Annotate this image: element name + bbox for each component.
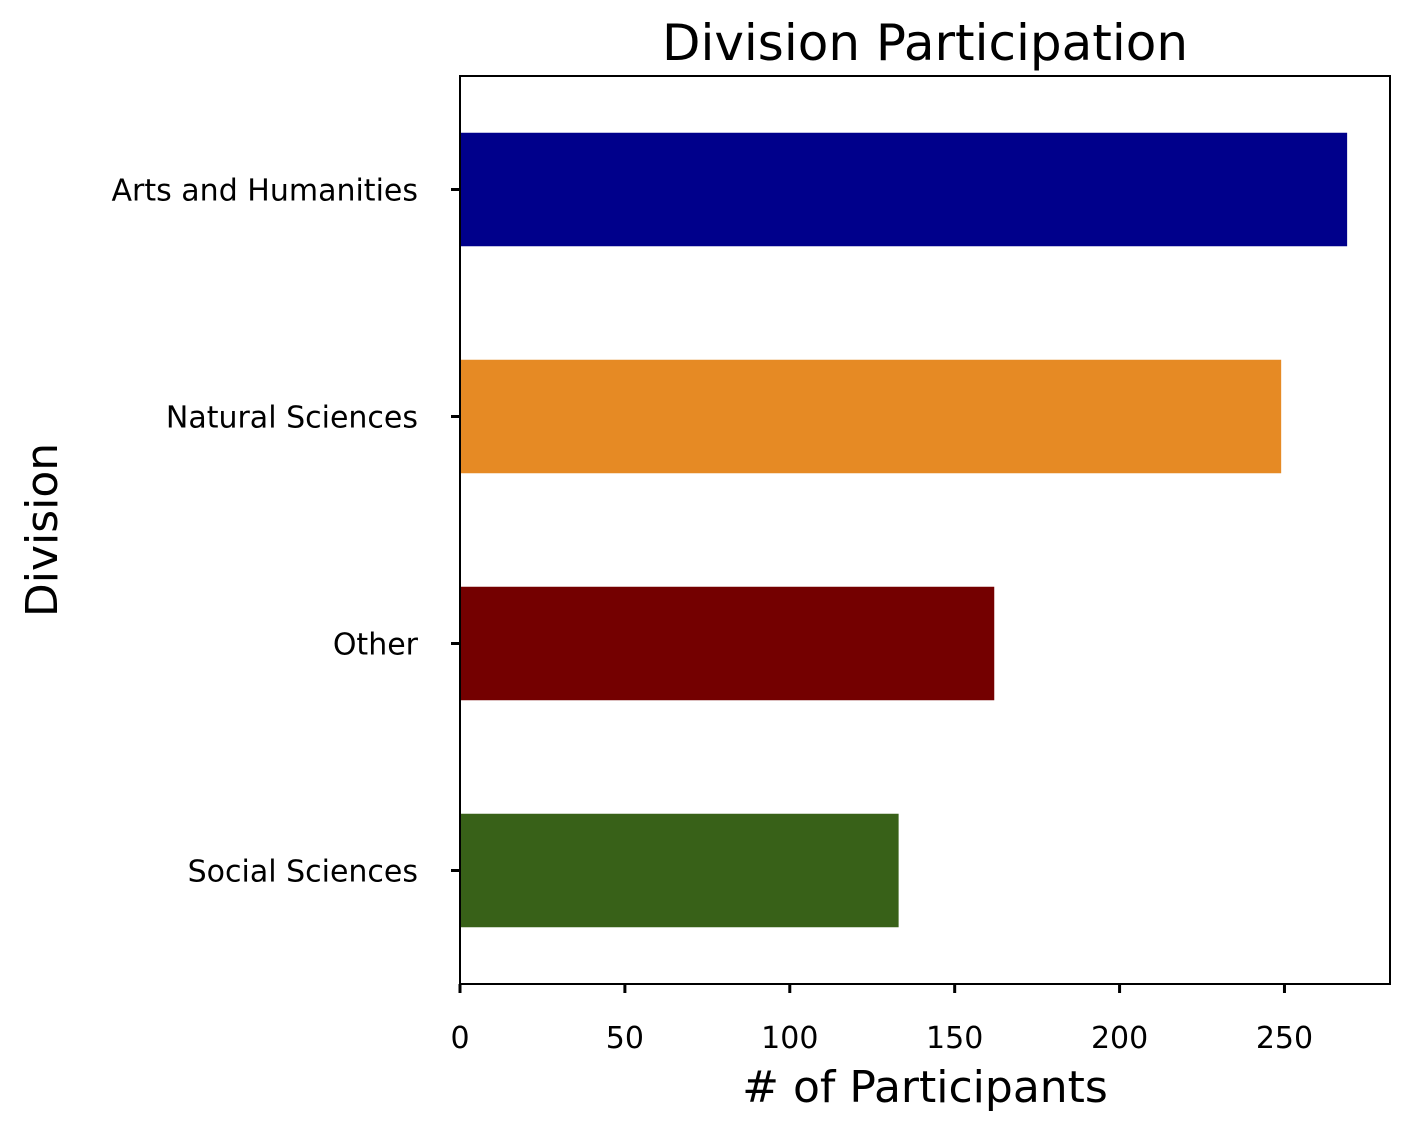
bar-other xyxy=(460,586,995,701)
x-tick-label: 100 xyxy=(761,1021,818,1056)
x-tick-label: 200 xyxy=(1091,1021,1148,1056)
y-tick-label: Arts and Humanities xyxy=(112,174,418,209)
plot-frame xyxy=(459,75,1391,985)
bar-natural-sciences xyxy=(460,359,1282,474)
y-axis-ticks: Arts and Humanities Natural Sciences Other… xyxy=(112,174,460,890)
y-tick-label: Natural Sciences xyxy=(166,401,418,436)
x-tick-label: 250 xyxy=(1256,1021,1313,1056)
bar-arts-and-humanities xyxy=(460,132,1348,247)
bar-social-sciences xyxy=(460,813,899,928)
x-tick-label: 150 xyxy=(926,1021,983,1056)
y-tick-label: Social Sciences xyxy=(188,855,418,890)
y-tick-label: Other xyxy=(333,628,419,663)
x-axis-label: # of Participants xyxy=(742,1062,1108,1113)
x-tick-label: 0 xyxy=(450,1021,469,1056)
x-axis-ticks: 0 50 100 150 200 250 xyxy=(450,984,1313,1056)
bars-group xyxy=(460,132,1348,928)
y-axis-label: Division xyxy=(17,443,68,617)
chart-title: Division Participation xyxy=(662,14,1188,72)
x-tick-label: 50 xyxy=(606,1021,644,1056)
